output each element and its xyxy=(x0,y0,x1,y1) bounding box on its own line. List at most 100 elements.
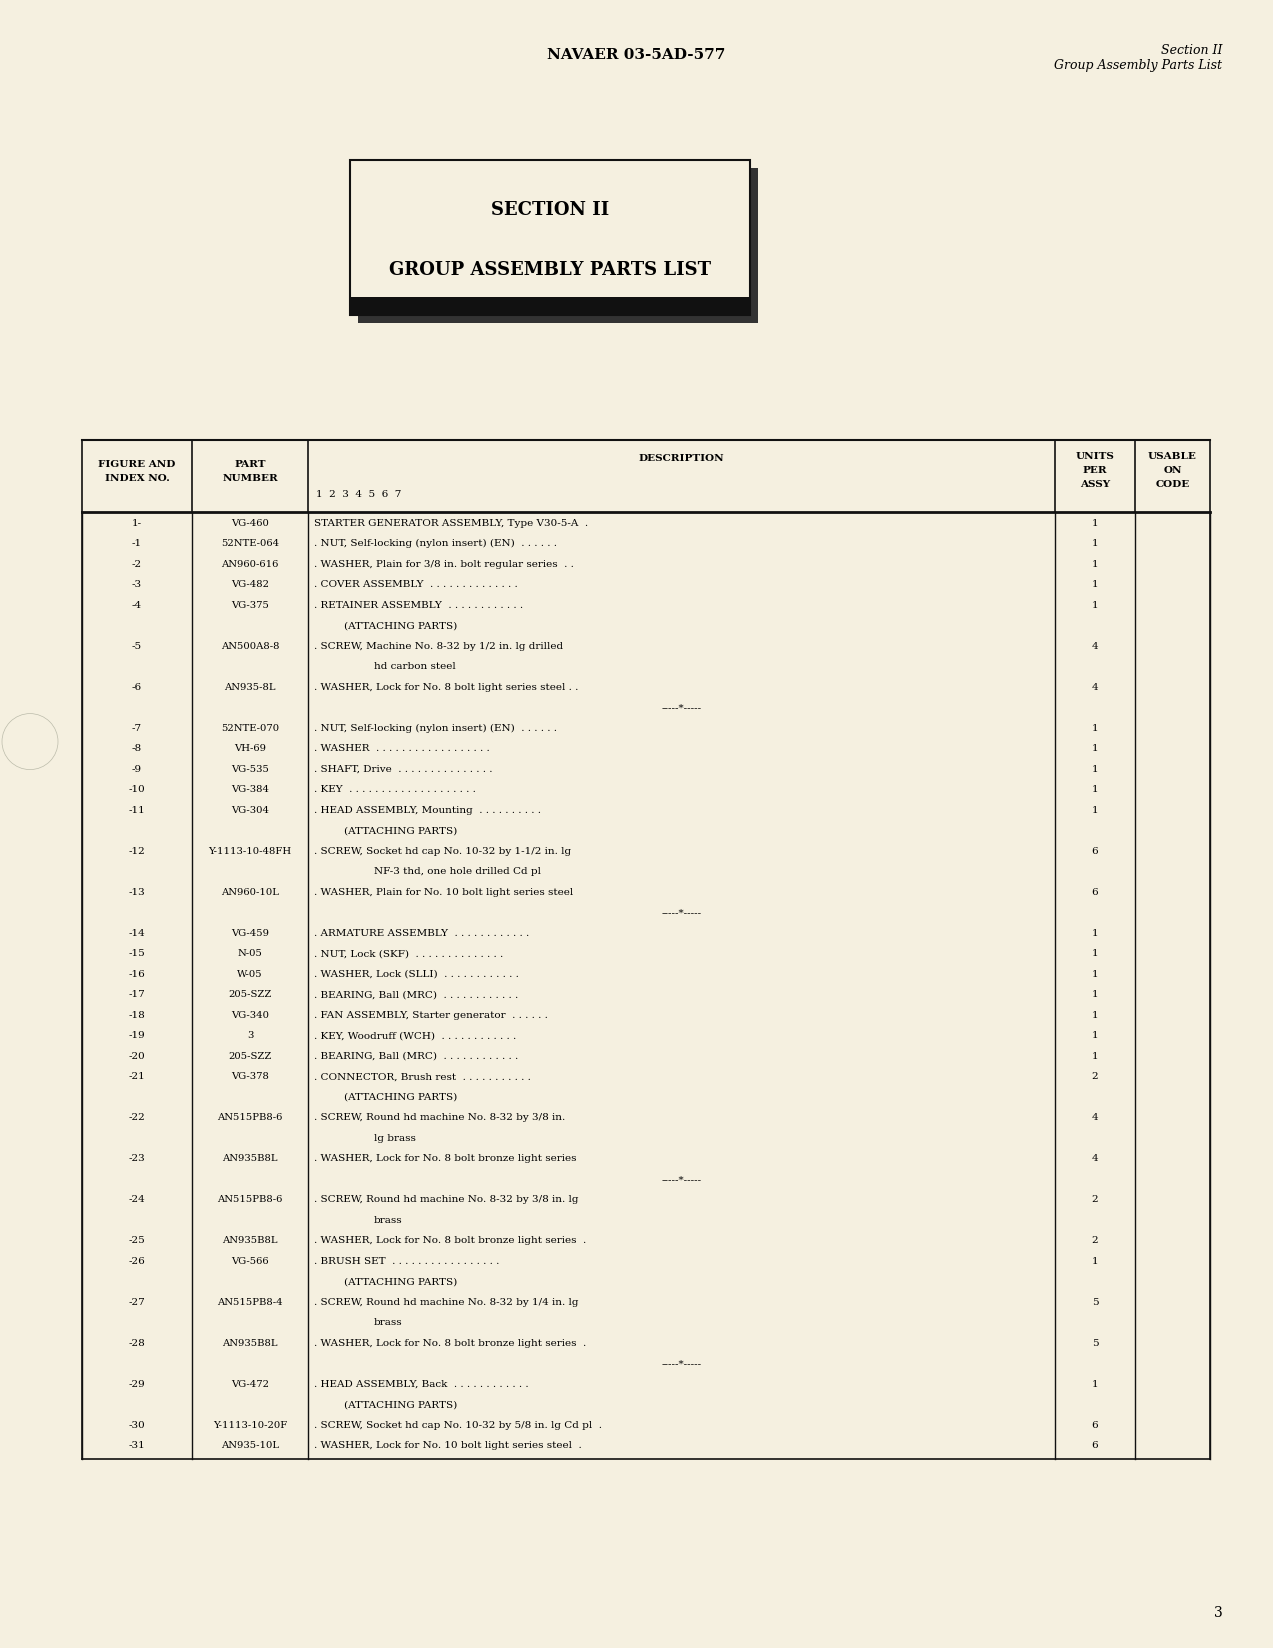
Text: 4: 4 xyxy=(1092,1154,1099,1163)
Text: 1: 1 xyxy=(1092,806,1099,814)
Text: . SHAFT, Drive  . . . . . . . . . . . . . . .: . SHAFT, Drive . . . . . . . . . . . . .… xyxy=(314,765,493,775)
Text: -27: -27 xyxy=(129,1297,145,1307)
Text: 2: 2 xyxy=(1092,1195,1099,1205)
Text: 2: 2 xyxy=(1092,1073,1099,1081)
Text: VG-384: VG-384 xyxy=(230,786,269,794)
Text: 1: 1 xyxy=(1092,519,1099,527)
Text: GROUP ASSEMBLY PARTS LIST: GROUP ASSEMBLY PARTS LIST xyxy=(390,260,712,279)
Text: . NUT, Lock (SKF)  . . . . . . . . . . . . . .: . NUT, Lock (SKF) . . . . . . . . . . . … xyxy=(314,949,503,957)
Text: 1: 1 xyxy=(1092,1257,1099,1266)
Text: . HEAD ASSEMBLY, Mounting  . . . . . . . . . .: . HEAD ASSEMBLY, Mounting . . . . . . . … xyxy=(314,806,541,814)
Text: 1: 1 xyxy=(1092,786,1099,794)
Text: -22: -22 xyxy=(129,1114,145,1122)
Text: VG-378: VG-378 xyxy=(232,1073,269,1081)
Text: AN515PB8-4: AN515PB8-4 xyxy=(218,1297,283,1307)
Text: 5: 5 xyxy=(1092,1338,1099,1348)
Text: -6: -6 xyxy=(132,682,143,692)
Text: -10: -10 xyxy=(129,786,145,794)
Text: 1: 1 xyxy=(1092,745,1099,753)
Text: 205-SZZ: 205-SZZ xyxy=(228,1051,271,1061)
Text: . SCREW, Socket hd cap No. 10-32 by 5/8 in. lg Cd pl  .: . SCREW, Socket hd cap No. 10-32 by 5/8 … xyxy=(314,1421,602,1430)
Text: 1: 1 xyxy=(1092,990,1099,999)
Text: (ATTACHING PARTS): (ATTACHING PARTS) xyxy=(344,1277,457,1287)
Text: VG-535: VG-535 xyxy=(232,765,269,775)
Text: VG-566: VG-566 xyxy=(232,1257,269,1266)
Text: 1: 1 xyxy=(1092,580,1099,590)
Text: FIGURE AND: FIGURE AND xyxy=(98,460,176,470)
Text: AN500A8-8: AN500A8-8 xyxy=(220,641,279,651)
Text: 1: 1 xyxy=(1092,1051,1099,1061)
Bar xyxy=(350,297,750,315)
Text: . SCREW, Round hd machine No. 8-32 by 3/8 in. lg: . SCREW, Round hd machine No. 8-32 by 3/… xyxy=(314,1195,578,1205)
Text: PER: PER xyxy=(1083,466,1108,475)
Text: . WASHER, Plain for No. 10 bolt light series steel: . WASHER, Plain for No. 10 bolt light se… xyxy=(314,888,573,897)
Text: brass: brass xyxy=(374,1318,402,1327)
Text: . BEARING, Ball (MRC)  . . . . . . . . . . . .: . BEARING, Ball (MRC) . . . . . . . . . … xyxy=(314,990,518,999)
Text: . BRUSH SET  . . . . . . . . . . . . . . . . .: . BRUSH SET . . . . . . . . . . . . . . … xyxy=(314,1257,499,1266)
Text: 205-SZZ: 205-SZZ xyxy=(228,990,271,999)
Text: -20: -20 xyxy=(129,1051,145,1061)
Text: 3: 3 xyxy=(1213,1607,1222,1620)
Text: -12: -12 xyxy=(129,847,145,855)
Text: (ATTACHING PARTS): (ATTACHING PARTS) xyxy=(344,1401,457,1409)
Text: . WASHER  . . . . . . . . . . . . . . . . . .: . WASHER . . . . . . . . . . . . . . . .… xyxy=(314,745,490,753)
Text: -----*-----: -----*----- xyxy=(662,908,701,918)
Text: AN960-10L: AN960-10L xyxy=(222,888,279,897)
Text: -2: -2 xyxy=(132,560,143,569)
Text: 6: 6 xyxy=(1092,888,1099,897)
Text: -14: -14 xyxy=(129,929,145,938)
Text: . NUT, Self-locking (nylon insert) (EN)  . . . . . .: . NUT, Self-locking (nylon insert) (EN) … xyxy=(314,539,558,549)
Text: VG-460: VG-460 xyxy=(232,519,269,527)
Text: 1: 1 xyxy=(1092,1032,1099,1040)
Text: -21: -21 xyxy=(129,1073,145,1081)
Text: AN935B8L: AN935B8L xyxy=(223,1338,278,1348)
Text: VG-375: VG-375 xyxy=(232,602,269,610)
Text: hd carbon steel: hd carbon steel xyxy=(374,662,456,671)
Text: 1: 1 xyxy=(1092,969,1099,979)
Text: 1-: 1- xyxy=(132,519,143,527)
Text: (ATTACHING PARTS): (ATTACHING PARTS) xyxy=(344,826,457,836)
Text: AN935B8L: AN935B8L xyxy=(223,1154,278,1163)
Text: . HEAD ASSEMBLY, Back  . . . . . . . . . . . .: . HEAD ASSEMBLY, Back . . . . . . . . . … xyxy=(314,1379,528,1389)
Text: -11: -11 xyxy=(129,806,145,814)
Text: AN960-616: AN960-616 xyxy=(222,560,279,569)
Text: USABLE: USABLE xyxy=(1148,452,1197,461)
Text: AN935-8L: AN935-8L xyxy=(224,682,276,692)
Text: -7: -7 xyxy=(132,723,143,733)
Text: -13: -13 xyxy=(129,888,145,897)
Text: -17: -17 xyxy=(129,990,145,999)
Text: ASSY: ASSY xyxy=(1080,480,1110,489)
Text: 1: 1 xyxy=(1092,560,1099,569)
Text: 6: 6 xyxy=(1092,1421,1099,1430)
Text: VG-482: VG-482 xyxy=(230,580,269,590)
Text: AN935B8L: AN935B8L xyxy=(223,1236,278,1246)
Text: UNITS: UNITS xyxy=(1076,452,1114,461)
Text: 6: 6 xyxy=(1092,1442,1099,1450)
Text: NAVAER 03-5AD-577: NAVAER 03-5AD-577 xyxy=(547,48,726,63)
Text: -----*-----: -----*----- xyxy=(662,704,701,712)
Text: -18: -18 xyxy=(129,1010,145,1020)
Text: . WASHER, Lock for No. 8 bolt bronze light series  .: . WASHER, Lock for No. 8 bolt bronze lig… xyxy=(314,1338,587,1348)
Text: 4: 4 xyxy=(1092,641,1099,651)
Text: 1  2  3  4  5  6  7: 1 2 3 4 5 6 7 xyxy=(316,489,401,499)
Text: NUMBER: NUMBER xyxy=(222,475,278,483)
Text: -25: -25 xyxy=(129,1236,145,1246)
Text: VG-340: VG-340 xyxy=(230,1010,269,1020)
Text: . SCREW, Round hd machine No. 8-32 by 1/4 in. lg: . SCREW, Round hd machine No. 8-32 by 1/… xyxy=(314,1297,578,1307)
Text: AN515PB8-6: AN515PB8-6 xyxy=(218,1195,283,1205)
Text: -19: -19 xyxy=(129,1032,145,1040)
Text: 6: 6 xyxy=(1092,847,1099,855)
Text: VH-69: VH-69 xyxy=(234,745,266,753)
Text: 1: 1 xyxy=(1092,929,1099,938)
Text: . SCREW, Round hd machine No. 8-32 by 3/8 in.: . SCREW, Round hd machine No. 8-32 by 3/… xyxy=(314,1114,565,1122)
Text: . WASHER, Lock (SLLI)  . . . . . . . . . . . .: . WASHER, Lock (SLLI) . . . . . . . . . … xyxy=(314,969,519,979)
Text: . NUT, Self-locking (nylon insert) (EN)  . . . . . .: . NUT, Self-locking (nylon insert) (EN) … xyxy=(314,723,558,733)
Text: . ARMATURE ASSEMBLY  . . . . . . . . . . . .: . ARMATURE ASSEMBLY . . . . . . . . . . … xyxy=(314,929,530,938)
Text: 1: 1 xyxy=(1092,539,1099,549)
Text: -----*-----: -----*----- xyxy=(662,1175,701,1183)
Text: . RETAINER ASSEMBLY  . . . . . . . . . . . .: . RETAINER ASSEMBLY . . . . . . . . . . … xyxy=(314,602,523,610)
Text: 52NTE-064: 52NTE-064 xyxy=(222,539,279,549)
Text: N-05: N-05 xyxy=(238,949,262,957)
Text: . SCREW, Machine No. 8-32 by 1/2 in. lg drilled: . SCREW, Machine No. 8-32 by 1/2 in. lg … xyxy=(314,641,563,651)
Text: 1: 1 xyxy=(1092,602,1099,610)
